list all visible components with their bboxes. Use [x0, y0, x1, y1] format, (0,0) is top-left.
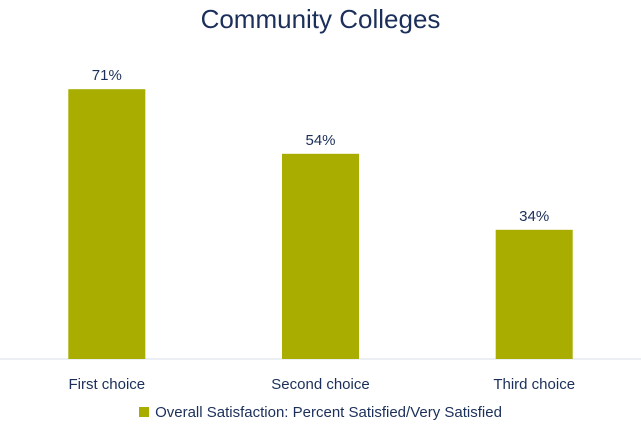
x-tick-label-2: Second choice — [271, 376, 369, 393]
legend-label: Overall Satisfaction: Percent Satisfied/… — [155, 404, 502, 421]
chart-title: Community Colleges — [200, 4, 441, 34]
data-label-2: 54% — [305, 132, 335, 149]
bar-1 — [68, 89, 146, 359]
legend-swatch — [139, 407, 150, 417]
data-label-1: 71% — [92, 67, 122, 84]
bar-2 — [282, 153, 359, 359]
data-label-3: 34% — [519, 208, 549, 225]
bar-3 — [495, 229, 573, 359]
legend: Overall Satisfaction: Percent Satisfied/… — [0, 404, 641, 421]
x-tick-label-3: Third choice — [493, 376, 575, 393]
x-tick-label-1: First choice — [68, 376, 145, 393]
